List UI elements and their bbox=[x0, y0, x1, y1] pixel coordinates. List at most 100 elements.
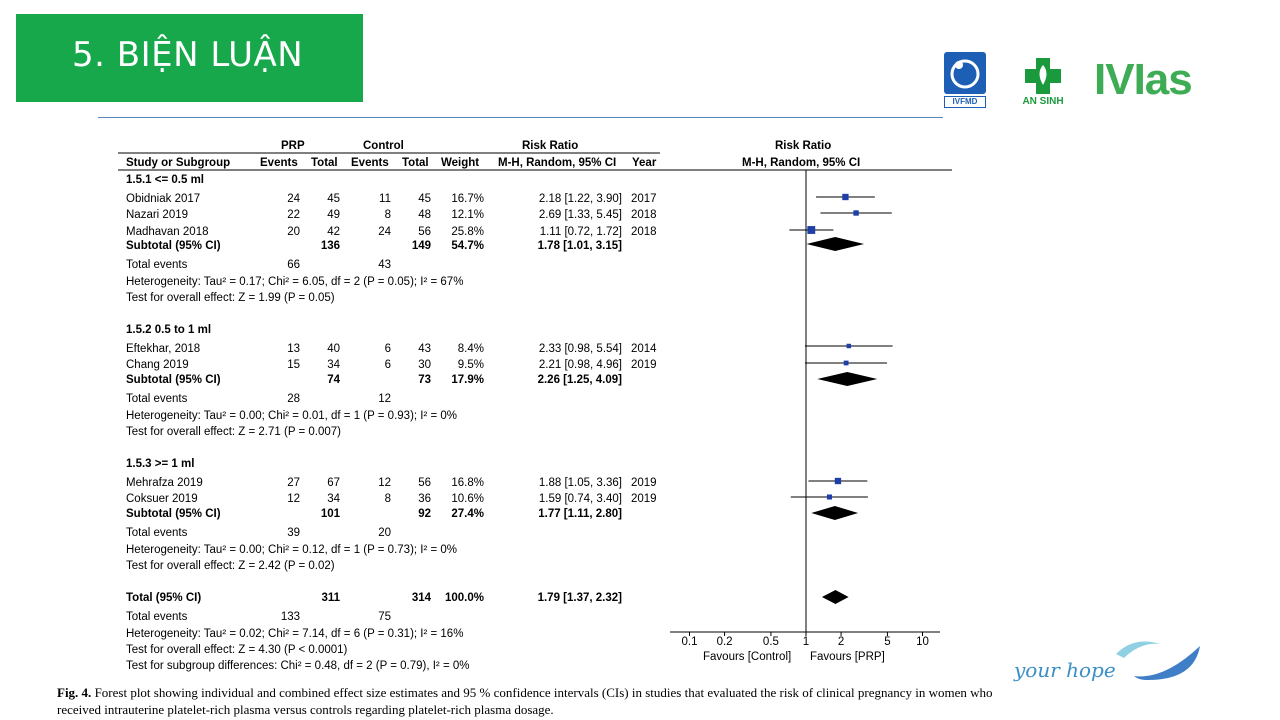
study-events-prp: 22 bbox=[287, 209, 300, 221]
study-weight: 25.8% bbox=[451, 226, 484, 238]
study-year: 2017 bbox=[631, 193, 657, 205]
total-events-control: 43 bbox=[378, 259, 391, 271]
heterogeneity-text: Heterogeneity: Tau² = 0.02; Chi² = 7.14,… bbox=[126, 628, 464, 640]
axis-tick-label: 2 bbox=[837, 636, 845, 648]
axis-tick-label: 0.2 bbox=[716, 636, 733, 648]
grand-total-label: Total (95% CI) bbox=[126, 592, 202, 604]
study-total-control: 45 bbox=[418, 193, 431, 205]
header-weight: Weight bbox=[441, 157, 480, 169]
study-point bbox=[843, 360, 849, 366]
study-weight: 8.4% bbox=[457, 343, 484, 355]
study-name: Obidniak 2017 bbox=[126, 193, 201, 205]
grand-total-prp: 311 bbox=[321, 592, 340, 604]
study-ci: 2.33 [0.98, 5.54] bbox=[538, 343, 622, 355]
header-method-left: M-H, Random, 95% CI bbox=[498, 157, 617, 169]
header-prp: PRP bbox=[281, 140, 305, 152]
study-total-prp: 42 bbox=[327, 226, 340, 238]
study-name: Nazari 2019 bbox=[126, 209, 189, 221]
total-events-prp: 39 bbox=[287, 527, 300, 539]
study-total-control: 30 bbox=[418, 359, 431, 371]
total-events-control: 12 bbox=[378, 393, 391, 405]
study-point bbox=[834, 477, 842, 485]
study-weight: 16.8% bbox=[451, 477, 484, 489]
study-year: 2018 bbox=[631, 209, 657, 221]
subgroup-title: 1.5.2 0.5 to 1 ml bbox=[126, 324, 212, 336]
total-events-label: Total events bbox=[126, 527, 188, 539]
study-total-control: 56 bbox=[418, 477, 431, 489]
study-events-prp: 15 bbox=[287, 359, 300, 371]
subgroup-title: 1.5.1 <= 0.5 ml bbox=[126, 174, 205, 186]
ansinh-logo-text: AN SINH bbox=[1022, 96, 1064, 107]
study-total-prp: 40 bbox=[327, 343, 340, 355]
study-ci: 1.88 [1.05, 3.36] bbox=[538, 477, 622, 489]
study-ci: 2.18 [1.22, 3.90] bbox=[538, 193, 622, 205]
grand-total-ci: 1.79 [1.37, 2.32] bbox=[537, 592, 622, 604]
study-total-prp: 34 bbox=[327, 359, 340, 371]
total-events-prp: 28 bbox=[287, 393, 300, 405]
study-events-control: 8 bbox=[384, 209, 391, 221]
study-year: 2019 bbox=[631, 493, 657, 505]
ivfmd-circle-icon bbox=[950, 59, 980, 89]
overall-effect-text: Test for overall effect: Z = 4.30 (P < 0… bbox=[126, 644, 348, 656]
subtotal-label: Subtotal (95% CI) bbox=[126, 240, 221, 252]
study-year: 2019 bbox=[631, 359, 657, 371]
header-risk-ratio-right: Risk Ratio bbox=[775, 140, 832, 152]
caption-text: Forest plot showing individual and combi… bbox=[57, 685, 993, 717]
heterogeneity-text: Heterogeneity: Tau² = 0.00; Chi² = 0.01,… bbox=[126, 410, 458, 422]
subtotal-diamond bbox=[817, 372, 878, 386]
subgroup-difference-text: Test for subgroup differences: Chi² = 0.… bbox=[126, 660, 470, 672]
study-point bbox=[853, 210, 859, 216]
header-study: Study or Subgroup bbox=[126, 157, 231, 169]
subtotal-weight: 17.9% bbox=[451, 374, 484, 386]
study-weight: 12.1% bbox=[451, 209, 484, 221]
study-ci: 2.21 [0.98, 4.96] bbox=[538, 359, 622, 371]
header-control: Control bbox=[363, 140, 404, 152]
total-events-label: Total events bbox=[126, 259, 188, 271]
study-point bbox=[826, 494, 832, 500]
total-events-control: 20 bbox=[378, 527, 391, 539]
header-method-right: M-H, Random, 95% CI bbox=[742, 157, 861, 169]
axis-tick-label: 5 bbox=[884, 636, 891, 648]
subgroup-title: 1.5.3 >= 1 ml bbox=[126, 458, 195, 470]
subtotal-total-prp: 101 bbox=[320, 508, 340, 520]
header-year: Year bbox=[632, 157, 657, 169]
study-name: Madhavan 2018 bbox=[126, 226, 209, 238]
ivfmd-logo: IVFMD bbox=[944, 52, 986, 108]
header-risk-ratio-left: Risk Ratio bbox=[522, 140, 579, 152]
favours-prp-label: Favours [PRP] bbox=[810, 651, 885, 663]
subtotal-total-control: 73 bbox=[418, 374, 431, 386]
total-events-prp: 133 bbox=[280, 611, 300, 623]
subtotal-label: Subtotal (95% CI) bbox=[126, 508, 221, 520]
study-events-prp: 13 bbox=[287, 343, 300, 355]
study-name: Coksuer 2019 bbox=[126, 493, 198, 505]
subtotal-total-control: 92 bbox=[418, 508, 431, 520]
ivfmd-logo-text: IVFMD bbox=[944, 96, 986, 108]
slide-title: 5. BIỆN LUẬN bbox=[72, 35, 304, 75]
study-weight: 16.7% bbox=[451, 193, 484, 205]
study-total-prp: 67 bbox=[327, 477, 340, 489]
subtotal-label: Subtotal (95% CI) bbox=[126, 374, 221, 386]
study-name: Chang 2019 bbox=[126, 359, 189, 371]
figure-caption: Fig. 4. Forest plot showing individual a… bbox=[57, 684, 1017, 718]
header-events-prp: Events bbox=[260, 157, 298, 169]
ivias-logo: IVIas bbox=[1094, 55, 1193, 104]
study-total-control: 43 bbox=[418, 343, 431, 355]
ansinh-logo: AN SINH bbox=[1018, 56, 1068, 108]
header-total-prp: Total bbox=[311, 157, 338, 169]
axis-tick-label: 0.5 bbox=[762, 636, 779, 648]
subtotal-weight: 54.7% bbox=[451, 240, 484, 252]
subtotal-weight: 27.4% bbox=[451, 508, 484, 520]
study-name: Mehrafza 2019 bbox=[126, 477, 203, 489]
subtotal-diamond bbox=[811, 506, 859, 520]
study-weight: 10.6% bbox=[451, 493, 484, 505]
ivfmd-logo-mark bbox=[944, 52, 986, 94]
study-total-prp: 34 bbox=[327, 493, 340, 505]
study-ci: 1.11 [0.72, 1.72] bbox=[539, 226, 622, 238]
study-events-control: 6 bbox=[384, 343, 391, 355]
grand-total-weight: 100.0% bbox=[444, 592, 484, 604]
caption-label: Fig. 4. bbox=[57, 685, 92, 700]
subtotal-total-control: 149 bbox=[411, 240, 431, 252]
study-events-prp: 12 bbox=[287, 493, 300, 505]
study-events-prp: 24 bbox=[287, 193, 300, 205]
